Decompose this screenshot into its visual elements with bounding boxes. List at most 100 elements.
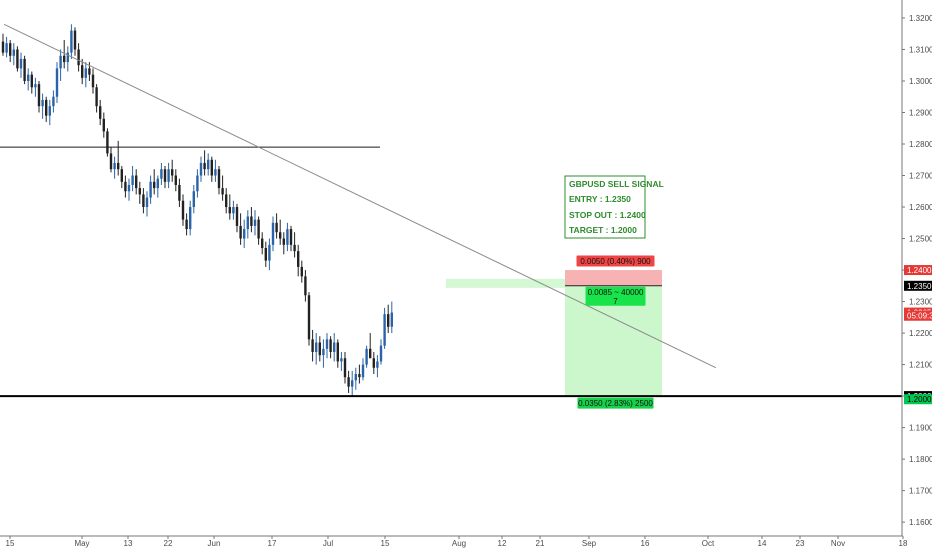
- y-tick-label: 1.2600: [909, 203, 932, 212]
- candle-body: [23, 58, 26, 81]
- candle-body: [66, 52, 69, 63]
- candle-body: [235, 207, 239, 226]
- candle-body: [354, 374, 357, 381]
- candle-body: [329, 339, 332, 352]
- y-tick-label: 1.1900: [909, 424, 932, 433]
- candle-body: [315, 342, 318, 352]
- candle-body: [37, 84, 41, 107]
- y-tick-label: 1.3200: [909, 14, 932, 23]
- candle-body: [95, 87, 98, 107]
- candle-body: [156, 178, 159, 189]
- candle-body: [239, 225, 242, 239]
- signal-box[interactable]: GBPUSD SELL SIGNAL ENTRY : 1.2350 STOP O…: [564, 175, 664, 239]
- candle-body: [372, 358, 375, 368]
- x-tick-label: 15: [381, 539, 390, 548]
- price-tag-bg: [904, 310, 932, 321]
- candle-body: [246, 216, 249, 230]
- candle-body: [153, 181, 156, 189]
- candle-body: [135, 175, 138, 189]
- candle-body: [41, 99, 44, 107]
- candle-body: [73, 30, 77, 50]
- price-tag: 1.2350: [904, 280, 932, 291]
- x-tick-label: 23: [796, 539, 805, 548]
- stop-label: 0.0050 (0.40%) 900: [576, 255, 655, 267]
- candle-body: [289, 229, 293, 245]
- candle-body: [9, 43, 12, 56]
- y-tick-label: 1.2700: [909, 172, 932, 181]
- signal-target: TARGET : 1.2000: [569, 225, 637, 235]
- candle-body: [268, 244, 271, 261]
- y-tick-label: 1.1800: [909, 455, 932, 464]
- x-tick-label: Aug: [452, 539, 466, 548]
- candle-body: [322, 348, 325, 356]
- candle-body: [369, 348, 372, 359]
- candle-body: [5, 43, 8, 53]
- candle-body: [171, 169, 174, 176]
- candle-body: [210, 159, 213, 176]
- x-tick-label: 18: [899, 539, 908, 548]
- price-tag-bg: [904, 394, 932, 405]
- price-tag-bg: [904, 265, 932, 276]
- candle-body: [325, 339, 329, 349]
- signal-stop: STOP OUT : 1.2400: [569, 210, 646, 220]
- candle-body: [282, 238, 285, 245]
- x-tick-label: 14: [758, 539, 767, 548]
- candle-body: [174, 175, 177, 185]
- x-tick-label: 22: [164, 539, 173, 548]
- candle-body: [311, 339, 314, 352]
- x-tick-label: Oct: [702, 539, 715, 548]
- candle-body: [160, 169, 163, 179]
- signal-entry: ENTRY : 1.2350: [569, 194, 631, 204]
- entry-label-line2: 7: [613, 297, 618, 306]
- x-tick-label: 17: [268, 539, 277, 548]
- price-tag-text: 1.2350: [907, 282, 932, 291]
- candle-body: [347, 377, 350, 387]
- candle-body: [340, 358, 343, 362]
- candle-body: [127, 184, 131, 192]
- candle-body: [178, 184, 181, 201]
- y-tick-label: 1.2900: [909, 108, 932, 117]
- candle-body: [70, 30, 73, 53]
- candle-body: [390, 312, 393, 327]
- entry-band: [446, 278, 565, 288]
- candle-body: [250, 216, 253, 226]
- candle-body: [88, 68, 91, 75]
- candle-body: [1, 41, 5, 53]
- candle-body: [52, 96, 55, 107]
- stop-label-text: 0.0050 (0.40%) 900: [580, 257, 651, 266]
- candle-body: [225, 194, 228, 208]
- candle-body: [253, 219, 257, 226]
- candle-body: [45, 99, 48, 116]
- candle-body: [365, 348, 368, 365]
- candle-body: [383, 314, 386, 346]
- entry-label-bg: [585, 286, 646, 306]
- candle-body: [120, 169, 123, 182]
- candle-body: [343, 358, 347, 378]
- candle-body: [221, 188, 224, 195]
- y-tick-label: 1.2500: [909, 235, 932, 244]
- candle-body: [232, 207, 235, 214]
- price-tag-bg: [904, 280, 932, 291]
- y-tick-label: 1.2300: [909, 298, 932, 307]
- target-label: 0.0350 (2.83%) 2500: [577, 397, 654, 409]
- candle-body: [99, 106, 102, 119]
- candle-body: [196, 175, 199, 192]
- price-tag-text: 1.2000: [907, 395, 932, 404]
- candle-body: [257, 219, 260, 239]
- trendline[interactable]: [3, 23, 717, 369]
- candle-body: [376, 361, 379, 368]
- candle-body: [199, 162, 203, 176]
- price-area: [446, 270, 662, 397]
- x-tick-label: 16: [641, 539, 650, 548]
- candle-body: [16, 49, 19, 69]
- candle-body: [189, 207, 192, 230]
- candle-body: [91, 74, 95, 88]
- candle-body: [109, 153, 113, 170]
- drawing-overlays[interactable]: 0.0050 (0.40%) 900 0.0350 (2.83%) 2500 0.0…: [0, 23, 902, 409]
- candle-body: [167, 169, 170, 182]
- entry-label-line1: 0.0085 ~ 40000: [588, 288, 644, 297]
- candle-body: [55, 68, 59, 97]
- candle-body: [300, 266, 303, 277]
